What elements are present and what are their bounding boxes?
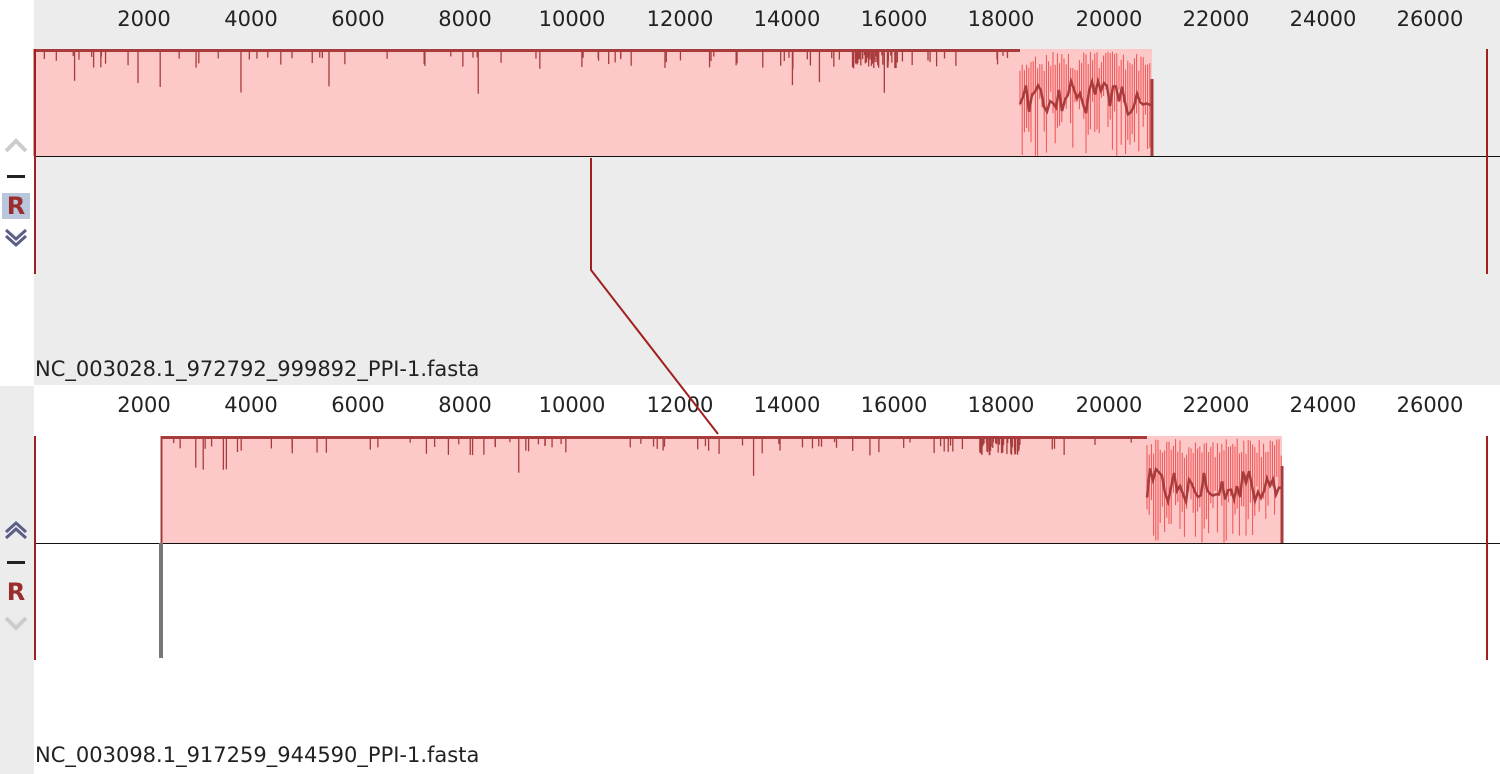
chevron-down-icon[interactable] — [2, 610, 30, 636]
ruler-tick-label: 10000 — [539, 7, 606, 31]
ruler-tick-label: 26000 — [1397, 7, 1464, 31]
ruler-tick-label: 18000 — [968, 7, 1035, 31]
block-boundary-marker — [159, 543, 163, 658]
ruler-tick-label: 24000 — [1290, 7, 1357, 31]
ruler-tick-label: 22000 — [1183, 7, 1250, 31]
similarity-profile — [1145, 466, 1283, 507]
reverse-complement-button[interactable]: R — [2, 193, 30, 219]
ruler-tick-label: 4000 — [224, 393, 277, 417]
ruler-tick-label: 2000 — [117, 393, 170, 417]
ruler-tick-label: 6000 — [331, 393, 384, 417]
ruler-tick-label: 20000 — [1076, 393, 1143, 417]
ruler-tick-label: 22000 — [1183, 393, 1250, 417]
chevron-up-icon[interactable] — [2, 518, 30, 544]
ruler-tick-label: 26000 — [1397, 393, 1464, 417]
minus-icon[interactable] — [2, 164, 30, 190]
ruler-tick-label: 16000 — [861, 7, 928, 31]
ruler-tick-label: 24000 — [1290, 393, 1357, 417]
ruler-tick-label: 20000 — [1076, 7, 1143, 31]
sequence-track[interactable]: 2000 4000 6000 8000 10000 12000 14000 16000 1800… — [0, 386, 1500, 774]
sequence-track[interactable]: 2000 4000 6000 8000 10000 12000 14000 16000 1800… — [0, 0, 1500, 385]
sequence-panel-2: R 2000 4000 6000 8000 10000 12000 14000 16000 18… — [0, 386, 1500, 774]
similarity-profile — [1018, 76, 1153, 117]
ruler-tick-label: 8000 — [438, 7, 491, 31]
sequence-name: NC_003028.1_972792_999892_PPI-1.fasta — [35, 357, 480, 381]
ruler-tick-label: 2000 — [117, 7, 170, 31]
ruler-tick-label: 12000 — [647, 393, 714, 417]
chevron-down-icon[interactable] — [2, 224, 30, 250]
ruler-tick-label: 18000 — [968, 393, 1035, 417]
sequence-panel-1: R 2000 4000 6000 8000 10000 12000 14000 16000 18… — [0, 0, 1500, 385]
sequence-name: NC_003098.1_917259_944590_PPI-1.fasta — [35, 743, 480, 767]
ruler-tick-label: 14000 — [754, 393, 821, 417]
panel-controls: R — [0, 0, 34, 385]
chevron-up-icon[interactable] — [2, 132, 30, 158]
ruler-tick-label: 16000 — [861, 393, 928, 417]
ruler-tick-label: 6000 — [331, 7, 384, 31]
ruler-tick-label: 12000 — [647, 7, 714, 31]
reverse-complement-button[interactable]: R — [6, 578, 26, 606]
ruler-tick-label: 10000 — [539, 393, 606, 417]
ruler-tick-label: 14000 — [754, 7, 821, 31]
lcb-block-edge — [34, 49, 1020, 52]
ruler-tick-label: 4000 — [224, 7, 277, 31]
lcb-block — [34, 49, 1020, 156]
ruler-tick-label: 8000 — [438, 393, 491, 417]
lcb-block — [161, 436, 1147, 543]
minus-icon[interactable] — [2, 550, 30, 576]
panel-controls: R — [0, 386, 34, 774]
